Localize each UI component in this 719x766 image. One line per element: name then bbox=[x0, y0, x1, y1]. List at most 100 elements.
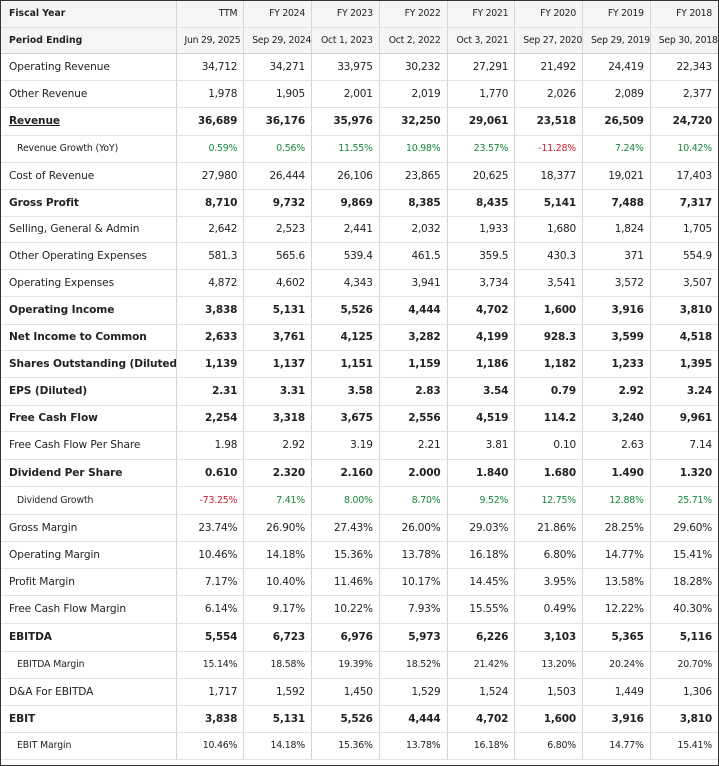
net-income-to-common-value: 4,125 bbox=[311, 324, 380, 351]
profit-margin-value: 14.45% bbox=[447, 568, 516, 596]
eps-diluted-value: 2.92 bbox=[582, 377, 651, 406]
selling-general-admin-row: Selling, General & Admin 2,642 2,523 2,441 2… bbox=[1, 216, 718, 243]
gross-profit-value: 5,141 bbox=[514, 189, 583, 217]
ebitda-value: 3,103 bbox=[514, 623, 583, 652]
other-operating-expenses-value: 539.4 bbox=[311, 242, 380, 270]
revenue-value: 29,061 bbox=[447, 107, 516, 136]
dividend-growth-row: Dividend Growth -73.25% 7.41% 8.00% 8.70% 9.5… bbox=[1, 486, 718, 515]
ebitda-value: 6,976 bbox=[311, 623, 380, 652]
gross-margin-label: Gross Margin bbox=[1, 514, 177, 542]
free-cash-flow-value: 3,318 bbox=[243, 405, 312, 432]
revenue-growth-yoy-value: 10.98% bbox=[379, 135, 448, 163]
free-cash-flow-margin-value: 15.55% bbox=[447, 595, 516, 624]
gross-profit-value: 9,869 bbox=[311, 189, 380, 217]
operating-income-row: Operating Income 3,838 5,131 5,526 4,444 4,70… bbox=[1, 296, 718, 325]
dividend-per-share-value: 2.320 bbox=[243, 459, 312, 487]
other-revenue-value: 1,978 bbox=[176, 80, 245, 108]
eps-diluted-value: 3.58 bbox=[311, 377, 380, 406]
operating-income-value: 4,444 bbox=[379, 296, 448, 325]
operating-expenses-label: Operating Expenses bbox=[1, 269, 177, 297]
other-operating-expenses-value: 359.5 bbox=[447, 242, 516, 270]
ebitda-margin-value: 20.24% bbox=[582, 651, 651, 679]
operating-expenses-value: 4,602 bbox=[243, 269, 312, 297]
dividend-per-share-value: 1.320 bbox=[650, 459, 718, 487]
other-revenue-value: 1,770 bbox=[447, 80, 516, 108]
profit-margin-row: Profit Margin 7.17% 10.40% 11.46% 10.17% 14.4… bbox=[1, 568, 718, 596]
ebit-margin-value: 15.41% bbox=[650, 732, 718, 760]
ebit-row: EBIT 3,838 5,131 5,526 4,444 4,702 1,600 3,916 3… bbox=[1, 705, 718, 733]
ebit-margin-value: 14.18% bbox=[243, 732, 312, 760]
dividend-per-share-value: 1.490 bbox=[582, 459, 651, 487]
operating-income-value: 1,600 bbox=[514, 296, 583, 325]
gross-margin-value: 23.74% bbox=[176, 514, 245, 542]
operating-margin-value: 14.18% bbox=[243, 541, 312, 569]
revenue-label[interactable]: Revenue bbox=[1, 107, 177, 136]
shares-outstanding-diluted-value: 1,395 bbox=[650, 350, 718, 378]
gross-margin-value: 28.25% bbox=[582, 514, 651, 542]
other-operating-expenses-value: 430.3 bbox=[514, 242, 583, 270]
cost-of-revenue-value: 17,403 bbox=[650, 162, 718, 190]
shares-outstanding-diluted-value: 1,233 bbox=[582, 350, 651, 378]
operating-margin-value: 6.80% bbox=[514, 541, 583, 569]
ebitda-margin-value: 21.42% bbox=[447, 651, 516, 679]
operating-expenses-value: 3,572 bbox=[582, 269, 651, 297]
other-operating-expenses-value: 565.6 bbox=[243, 242, 312, 270]
d-a-for-ebitda-value: 1,592 bbox=[243, 678, 312, 706]
operating-margin-value: 15.36% bbox=[311, 541, 380, 569]
fiscal-year-header-label: Fiscal Year bbox=[1, 1, 177, 28]
eps-diluted-value: 2.83 bbox=[379, 377, 448, 406]
cost-of-revenue-value: 27,980 bbox=[176, 162, 245, 190]
dividend-growth-value: 9.52% bbox=[447, 486, 516, 515]
free-cash-flow-margin-label: Free Cash Flow Margin bbox=[1, 595, 177, 624]
period-ending-header-value: Oct 3, 2021 bbox=[447, 27, 516, 54]
eps-diluted-value: 3.54 bbox=[447, 377, 516, 406]
selling-general-admin-value: 2,441 bbox=[311, 216, 380, 243]
gross-margin-value: 26.90% bbox=[243, 514, 312, 542]
other-operating-expenses-label: Other Operating Expenses bbox=[1, 242, 177, 270]
period-ending-header-value: Sep 30, 2018 bbox=[650, 27, 718, 54]
d-a-for-ebitda-value: 1,306 bbox=[650, 678, 718, 706]
free-cash-flow-per-share-value: 7.14 bbox=[650, 431, 718, 460]
revenue-value: 26,509 bbox=[582, 107, 651, 136]
eps-diluted-row: EPS (Diluted) 2.31 3.31 3.58 2.83 3.54 0.79 2.9… bbox=[1, 377, 718, 406]
free-cash-flow-margin-value: 0.49% bbox=[514, 595, 583, 624]
net-income-to-common-value: 3,599 bbox=[582, 324, 651, 351]
d-a-for-ebitda-row: D&A For EBITDA 1,717 1,592 1,450 1,529 1,524 1… bbox=[1, 678, 718, 706]
cost-of-revenue-value: 23,865 bbox=[379, 162, 448, 190]
free-cash-flow-margin-value: 12.22% bbox=[582, 595, 651, 624]
dividend-per-share-value: 0.610 bbox=[176, 459, 245, 487]
gross-profit-value: 8,710 bbox=[176, 189, 245, 217]
ebit-margin-value: 14.77% bbox=[582, 732, 651, 760]
ebit-value: 4,702 bbox=[447, 705, 516, 733]
dividend-per-share-row: Dividend Per Share 0.610 2.320 2.160 2.000 1.… bbox=[1, 459, 718, 487]
profit-margin-label: Profit Margin bbox=[1, 568, 177, 596]
other-operating-expenses-value: 461.5 bbox=[379, 242, 448, 270]
ebitda-margin-value: 13.20% bbox=[514, 651, 583, 679]
revenue-value: 24,720 bbox=[650, 107, 718, 136]
period-ending-header-value: Sep 29, 2019 bbox=[582, 27, 651, 54]
operating-revenue-value: 22,343 bbox=[650, 53, 718, 81]
ebit-value: 3,916 bbox=[582, 705, 651, 733]
shares-outstanding-diluted-value: 1,137 bbox=[243, 350, 312, 378]
operating-revenue-value: 34,712 bbox=[176, 53, 245, 81]
dividend-per-share-value: 1.840 bbox=[447, 459, 516, 487]
free-cash-flow-per-share-value: 3.81 bbox=[447, 431, 516, 460]
operating-income-value: 4,702 bbox=[447, 296, 516, 325]
operating-revenue-value: 24,419 bbox=[582, 53, 651, 81]
profit-margin-value: 3.95% bbox=[514, 568, 583, 596]
free-cash-flow-value: 2,254 bbox=[176, 405, 245, 432]
other-revenue-value: 2,026 bbox=[514, 80, 583, 108]
cost-of-revenue-value: 20,625 bbox=[447, 162, 516, 190]
d-a-for-ebitda-value: 1,449 bbox=[582, 678, 651, 706]
operating-income-value: 5,131 bbox=[243, 296, 312, 325]
dividend-growth-value: 12.75% bbox=[514, 486, 583, 515]
operating-revenue-row: Operating Revenue 34,712 34,271 33,975 30,23… bbox=[1, 53, 718, 81]
gross-profit-value: 8,435 bbox=[447, 189, 516, 217]
revenue-value: 23,518 bbox=[514, 107, 583, 136]
free-cash-flow-value: 2,556 bbox=[379, 405, 448, 432]
other-revenue-label: Other Revenue bbox=[1, 80, 177, 108]
period-ending-header-value: Oct 2, 2022 bbox=[379, 27, 448, 54]
operating-revenue-value: 27,291 bbox=[447, 53, 516, 81]
operating-revenue-value: 34,271 bbox=[243, 53, 312, 81]
selling-general-admin-value: 2,523 bbox=[243, 216, 312, 243]
